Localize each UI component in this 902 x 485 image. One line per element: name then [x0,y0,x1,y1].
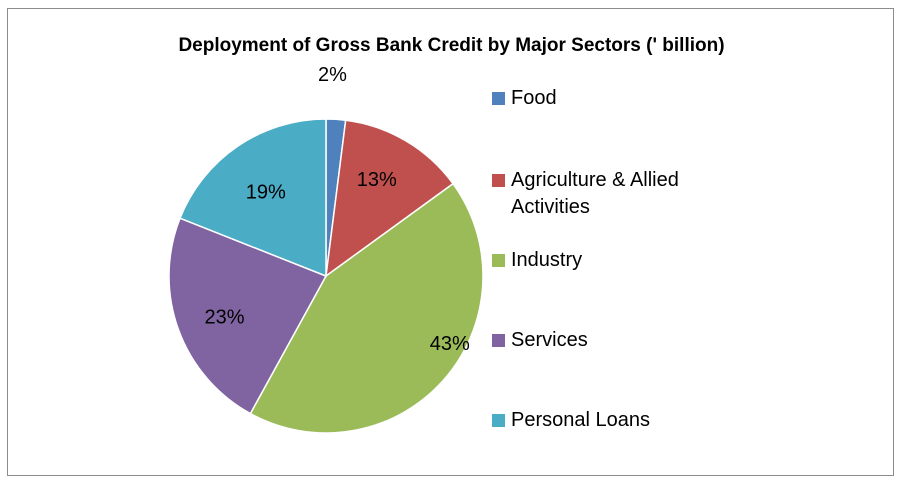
data-label-food: 2% [318,64,347,86]
data-label-agriculture-allied-activities: 13% [357,169,397,191]
pie-slice-industry [249,182,484,434]
legend-swatch-personal-loans [492,414,505,427]
pie-slice-agriculture-allied-activities [325,119,455,278]
chart-area: Deployment of Gross Bank Credit by Major… [7,8,894,476]
legend-item-food: Food [492,85,721,112]
data-label-services: 23% [204,306,244,328]
legend-item-industry: Industry [492,247,721,274]
chart-title: Deployment of Gross Bank Credit by Major… [178,35,725,56]
legend-item-agriculture-allied-activities: Agriculture & Allied Activities [492,167,721,221]
legend-label-agriculture-allied-activities: Agriculture & Allied Activities [511,169,679,218]
pie-slice-services [168,217,328,415]
legend-item-services: Services [492,327,721,354]
legend-label-personal-loans: Personal Loans [511,409,650,431]
legend-label-food: Food [511,87,557,109]
pie-chart: 2% 13% 43% 23% 19% [168,64,484,434]
legend-swatch-agriculture-allied-activities [492,174,505,187]
data-label-industry: 43% [430,333,470,355]
legend-label-services: Services [511,329,588,351]
legend-swatch-industry [492,254,505,267]
legend-label-industry: Industry [511,249,583,271]
legend-item-personal-loans: Personal Loans [492,407,721,434]
data-label-personal-loans: 19% [246,182,286,204]
pie-slice-personal-loans [179,118,327,278]
legend-swatch-food [492,92,505,105]
legend-swatch-services [492,334,505,347]
